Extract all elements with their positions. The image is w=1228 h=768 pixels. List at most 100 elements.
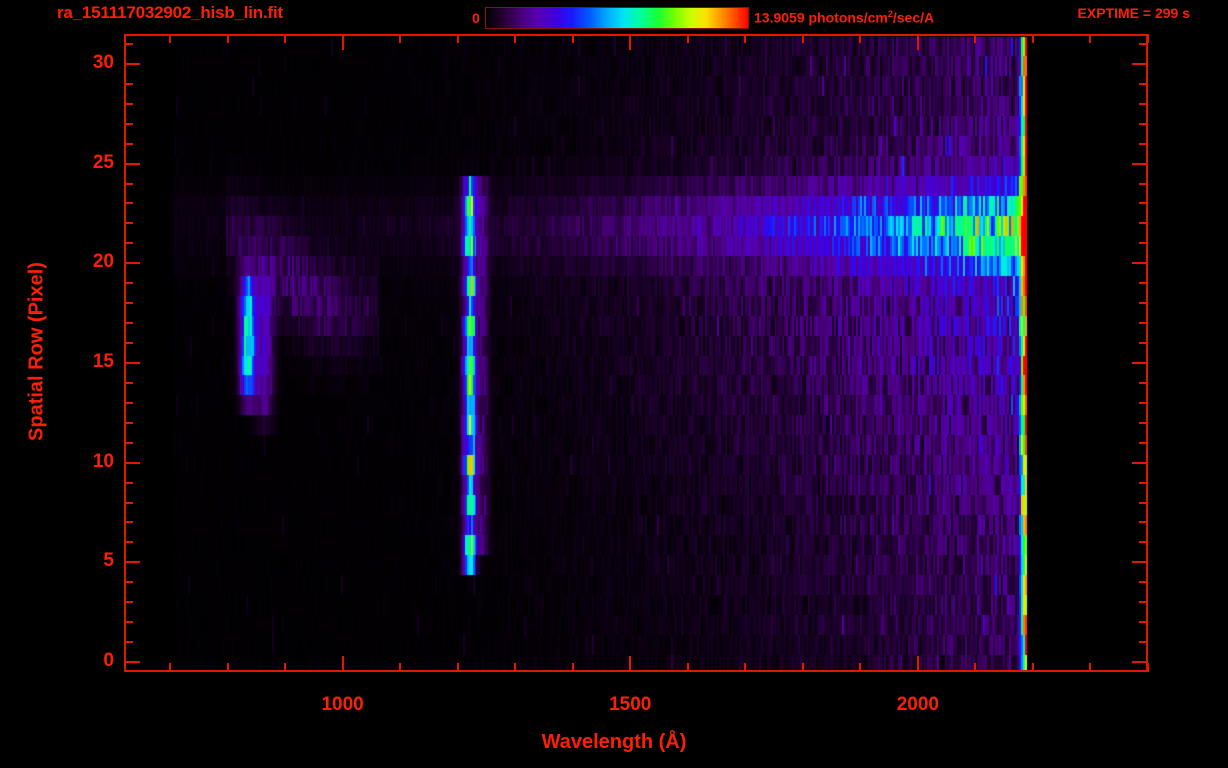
y-axis-title: Spatial Row (Pixel) [25,262,48,441]
y-tick-31 [124,43,133,45]
colorbar-units-pre: photons/cm [804,9,888,26]
y-tick-12 [124,422,133,424]
x-tick-1500 [629,656,631,672]
y-tick-right-3 [1139,601,1148,603]
y-tick-0 [124,661,140,663]
y-tick-23 [124,202,133,204]
y-tick-label-30: 30 [92,51,114,73]
x-tick-top-2300 [1089,34,1091,43]
y-tick-right-0 [1132,661,1148,663]
y-tick-right-25 [1132,163,1148,165]
colorbar-gradient [485,7,749,29]
y-tick-6 [124,541,133,543]
x-tick-1700 [744,663,746,672]
y-tick-right-20 [1132,262,1148,264]
spectrum-heatmap [126,36,1146,670]
y-tick-right-12 [1139,422,1148,424]
y-tick-right-31 [1139,43,1148,45]
x-tick-1800 [802,663,804,672]
x-tick-top-2400 [1147,34,1149,43]
y-tick-right-23 [1139,202,1148,204]
x-tick-2400 [1147,663,1149,672]
x-tick-700 [169,663,171,672]
y-tick-right-4 [1139,581,1148,583]
x-tick-2000 [917,656,919,672]
x-tick-top-1300 [514,34,516,43]
x-tick-top-1900 [859,34,861,43]
y-tick-27 [124,123,133,125]
x-tick-1200 [457,663,459,672]
y-tick-13 [124,402,133,404]
y-tick-18 [124,302,133,304]
y-tick-14 [124,382,133,384]
x-tick-top-1800 [802,34,804,43]
y-tick-3 [124,601,133,603]
y-tick-16 [124,342,133,344]
y-tick-right-14 [1139,382,1148,384]
plot-frame [124,34,1148,672]
x-tick-top-900 [284,34,286,43]
y-tick-right-24 [1139,183,1148,185]
file-title: ra_151117032902_hisb_lin.fit [57,3,283,22]
y-tick-right-10 [1132,462,1148,464]
y-tick-5 [124,561,140,563]
y-tick-15 [124,362,140,364]
y-tick-right-16 [1139,342,1148,344]
y-tick-22 [124,222,133,224]
y-tick-right-11 [1139,442,1148,444]
x-tick-top-1700 [744,34,746,43]
x-tick-2200 [1032,663,1034,672]
y-tick-7 [124,521,133,523]
y-tick-right-28 [1139,103,1148,105]
y-tick-2 [124,621,133,623]
x-tick-2300 [1089,663,1091,672]
y-tick-right-5 [1132,561,1148,563]
y-tick-label-5: 5 [103,550,114,572]
x-tick-1000 [342,656,344,672]
y-tick-label-15: 15 [92,350,114,372]
y-tick-right-9 [1139,482,1148,484]
y-tick-24 [124,183,133,185]
y-tick-right-8 [1139,502,1148,504]
y-tick-right-26 [1139,143,1148,145]
x-tick-top-1200 [457,34,459,43]
y-tick-right-30 [1132,63,1148,65]
y-tick-right-19 [1139,282,1148,284]
x-tick-1100 [399,663,401,672]
y-tick-right-13 [1139,402,1148,404]
x-tick-2100 [974,663,976,672]
x-tick-top-700 [169,34,171,43]
y-tick-label-20: 20 [92,251,114,273]
x-tick-1400 [572,663,574,672]
x-tick-1600 [687,663,689,672]
x-tick-top-1400 [572,34,574,43]
y-tick-20 [124,262,140,264]
y-tick-right-1 [1139,641,1148,643]
y-tick-25 [124,163,140,165]
y-tick-label-25: 25 [92,151,114,173]
colorbar-max-label: 13.9059 photons/cm2/sec/A [754,9,934,26]
colorbar-min-label: 0 [472,10,480,26]
x-tick-top-2000 [917,34,919,50]
y-tick-29 [124,83,133,85]
x-tick-top-800 [227,34,229,43]
colorbar-units-exponent: 2 [887,9,893,19]
y-tick-right-7 [1139,521,1148,523]
x-tick-top-2200 [1032,34,1034,43]
y-tick-label-10: 10 [92,450,114,472]
x-tick-800 [227,663,229,672]
y-tick-21 [124,242,133,244]
x-tick-top-2100 [974,34,976,43]
y-tick-right-6 [1139,541,1148,543]
y-tick-9 [124,482,133,484]
colorbar-units-post: /sec/A [892,9,935,26]
y-tick-right-2 [1139,621,1148,623]
y-tick-17 [124,322,133,324]
y-tick-10 [124,462,140,464]
x-tick-top-1000 [342,34,344,50]
y-tick-26 [124,143,133,145]
x-tick-top-1600 [687,34,689,43]
header-bar: ra_151117032902_hisb_lin.fit 0 13.9059 p… [0,0,1228,32]
y-tick-right-27 [1139,123,1148,125]
y-tick-right-15 [1132,362,1148,364]
